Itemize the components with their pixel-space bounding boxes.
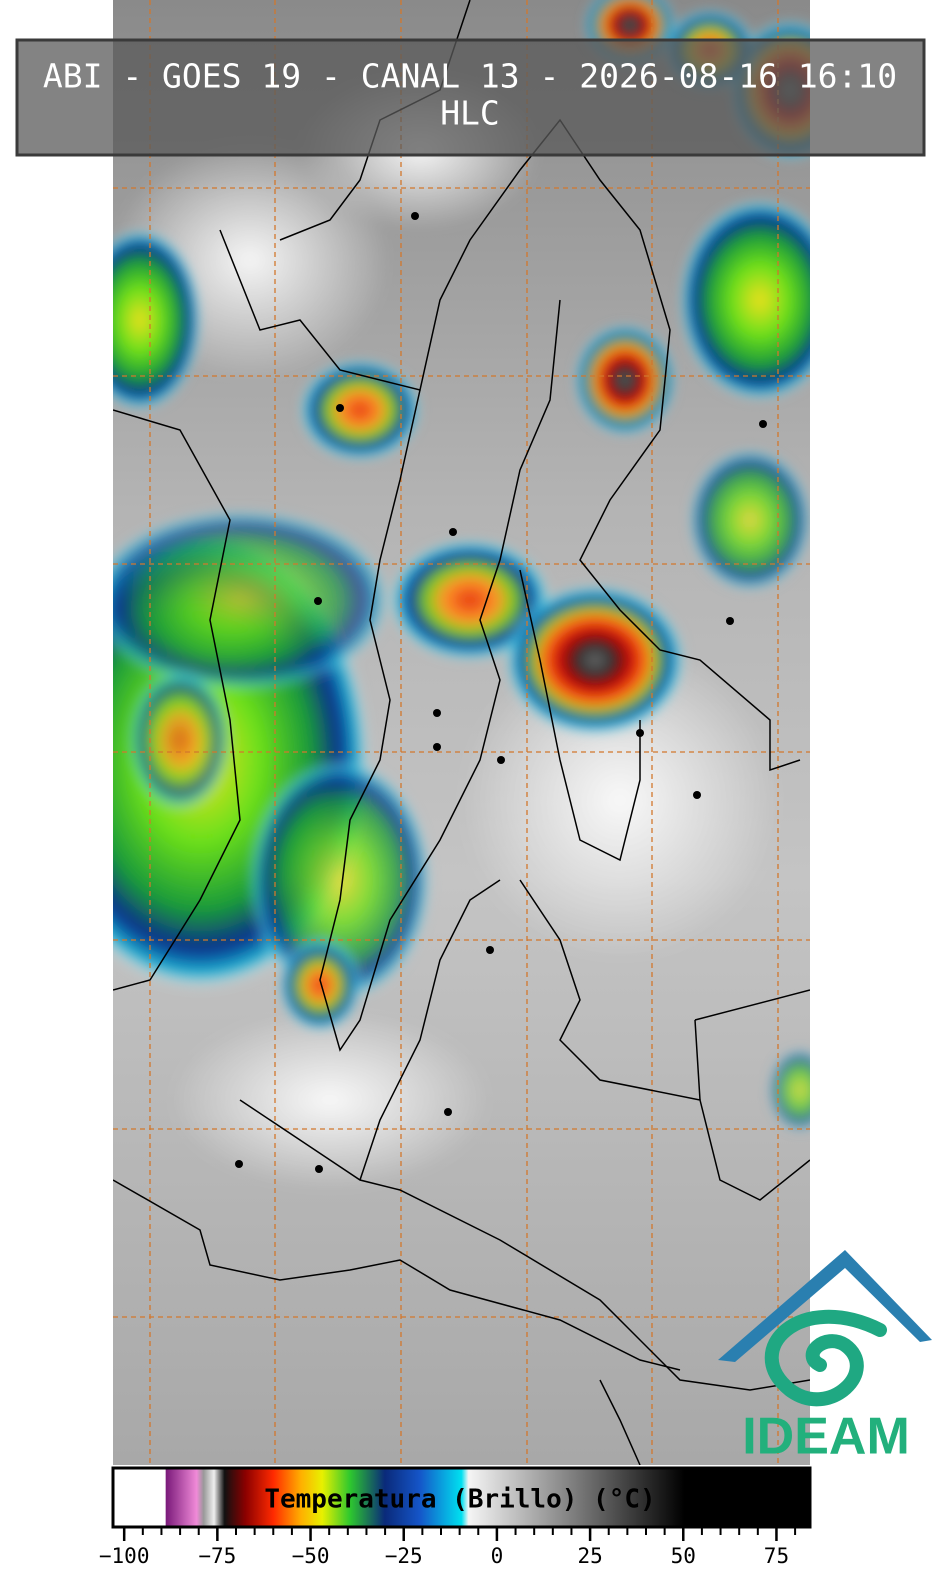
colorbar: Temperatura (Brillo) (°C) −100 −75 −50 −25 0…: [99, 1466, 812, 1568]
colorbar-tick-label: 25: [577, 1544, 602, 1568]
colorbar-tick-label: −75: [198, 1544, 236, 1568]
colorbar-tick-label: 50: [671, 1544, 696, 1568]
colorbar-tick-label: 0: [491, 1544, 504, 1568]
ideam-logo: IDEAM: [718, 1250, 932, 1466]
colorbar-scale: [111, 1466, 812, 1529]
satellite-map: [113, 0, 810, 1465]
colorbar-tick-label: −50: [292, 1544, 330, 1568]
header-title: ABI - GOES 19 - CANAL 13 - 2026-08-16 16…: [43, 57, 897, 96]
colorbar-tick-label: −100: [99, 1544, 150, 1568]
header-box: [15, 38, 926, 157]
logo-text: IDEAM: [742, 1408, 910, 1466]
colorbar-tick-label: −25: [385, 1544, 423, 1568]
header-subtitle: HLC: [440, 94, 500, 133]
colorbar-label: Temperatura (Brillo) (°C): [264, 1485, 655, 1515]
colorbar-tick-label: 75: [764, 1544, 789, 1568]
graticule: [113, 0, 810, 1465]
city-markers: [235, 212, 767, 1173]
